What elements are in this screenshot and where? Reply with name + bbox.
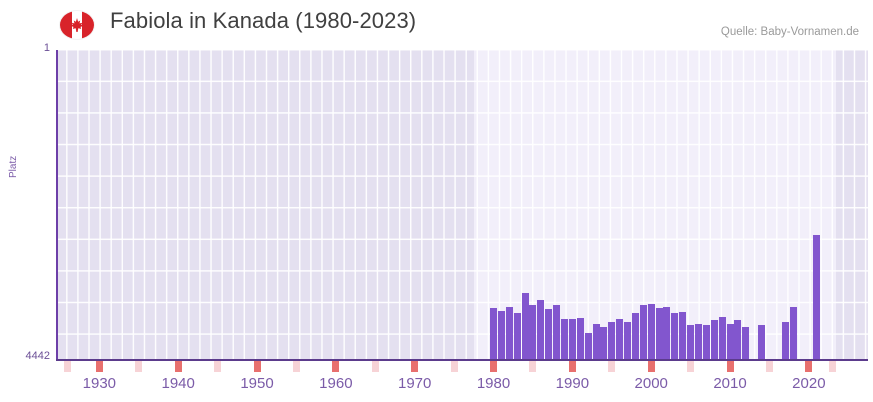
tickmark-1980 [490, 361, 498, 372]
x-axis-label-1950: 1950 [240, 375, 274, 392]
bar-2018[interactable] [789, 307, 797, 360]
y-axis-label: Platz [8, 155, 19, 178]
bar-1998[interactable] [631, 313, 639, 360]
plot-background [56, 50, 868, 360]
tickmark-2020 [805, 361, 813, 372]
y-axis-tick-bottom: 4442 [25, 350, 50, 362]
x-axis-label-2010: 2010 [713, 375, 747, 392]
bar-1989[interactable] [560, 319, 568, 360]
x-axis-label-1940: 1940 [161, 375, 195, 392]
bar-1987[interactable] [545, 309, 553, 360]
bar-1986[interactable] [537, 300, 545, 360]
x-axis-label-1930: 1930 [82, 375, 117, 392]
bar-2011[interactable] [734, 320, 742, 360]
y-axis-line [56, 50, 58, 361]
tickmark-2005 [687, 361, 695, 372]
bar-2004[interactable] [679, 312, 687, 360]
bar-2010[interactable] [726, 324, 734, 360]
tickmark-1930 [95, 361, 103, 372]
tickmark-1955 [292, 361, 300, 372]
bar-1997[interactable] [624, 322, 632, 360]
bar-1984[interactable] [521, 293, 529, 360]
x-axis-label-2000: 2000 [634, 375, 668, 392]
bar-2000[interactable] [647, 304, 655, 360]
tickmark-2010 [726, 361, 734, 372]
tickmark-1975 [450, 361, 458, 372]
tickmark-1940 [174, 361, 182, 372]
maple-leaf-icon [70, 17, 84, 33]
bar-2002[interactable] [663, 307, 671, 360]
x-axis-label-1970: 1970 [398, 375, 432, 392]
tickmark-1985 [529, 361, 537, 372]
bar-1993[interactable] [592, 324, 600, 360]
bar-2009[interactable] [718, 317, 726, 360]
bar-series [56, 50, 868, 360]
bar-1990[interactable] [568, 319, 576, 360]
canada-flag-icon [60, 11, 94, 39]
bar-1995[interactable] [608, 322, 616, 360]
bar-2008[interactable] [710, 320, 718, 360]
bar-1983[interactable] [513, 313, 521, 360]
x-axis-label-1960: 1960 [319, 375, 353, 392]
x-axis-labels: 1930 1940 1950 1960 1970 1980 1990 2000 2010 2020 [56, 375, 868, 397]
bar-2017[interactable] [781, 322, 789, 360]
tickmark-2023 [829, 361, 837, 372]
tickmark-2015 [765, 361, 773, 372]
bar-1988[interactable] [553, 305, 561, 360]
tickmark-1945 [214, 361, 222, 372]
bar-1994[interactable] [600, 327, 608, 360]
flag-band-left [60, 11, 72, 39]
source-label: Quelle: Baby-Vornamen.de [720, 26, 859, 38]
bar-1981[interactable] [497, 311, 505, 360]
bar-2003[interactable] [671, 313, 679, 360]
bar-1991[interactable] [576, 318, 584, 360]
x-axis-line [56, 359, 868, 361]
tickmark-1965 [371, 361, 379, 372]
flag-band-right [82, 11, 94, 39]
chart-header: Fabiola in Kanada (1980-2023) Quelle: Ba… [0, 0, 873, 50]
bar-2007[interactable] [702, 325, 710, 360]
tickmark-1990 [568, 361, 576, 372]
tickmark-1960 [332, 361, 340, 372]
bar-2021[interactable] [813, 235, 821, 360]
x-axis-tickmarks [56, 361, 868, 372]
bar-1982[interactable] [505, 307, 513, 360]
grid-lines [56, 50, 868, 360]
x-axis-label-1980: 1980 [476, 375, 511, 392]
tickmark-1995 [608, 361, 616, 372]
tickmark-2000 [647, 361, 655, 372]
bar-2006[interactable] [695, 324, 702, 360]
bar-1992[interactable] [584, 333, 592, 360]
x-axis-label-1990: 1990 [555, 375, 590, 392]
x-axis-label-2020: 2020 [792, 375, 826, 392]
bar-1985[interactable] [529, 305, 537, 360]
page-title: Fabiola in Kanada (1980-2023) [110, 8, 417, 33]
bar-2014[interactable] [758, 325, 766, 360]
bar-2012[interactable] [742, 327, 750, 360]
bar-1980[interactable] [490, 308, 498, 360]
tickmark-1950 [253, 361, 261, 372]
tickmark-1926 [64, 361, 72, 372]
bar-2001[interactable] [655, 308, 663, 360]
bar-1996[interactable] [616, 319, 624, 360]
bar-2005[interactable] [687, 325, 695, 360]
tickmark-1970 [411, 361, 419, 372]
tickmark-1935 [135, 361, 143, 372]
y-axis-tick-top: 1 [43, 42, 50, 54]
bar-1999[interactable] [639, 305, 647, 360]
